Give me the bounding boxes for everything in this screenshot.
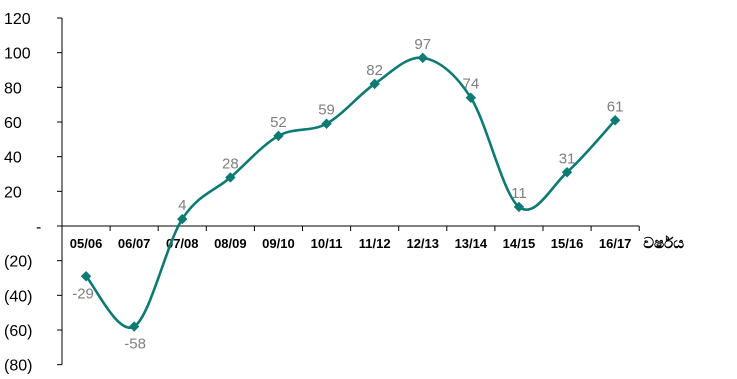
y-tick-label: (40) bbox=[4, 288, 32, 305]
data-point-marker bbox=[609, 115, 621, 126]
x-tick-label: 14/15 bbox=[503, 236, 536, 251]
series-group bbox=[80, 52, 621, 332]
y-tick-label: 120 bbox=[4, 11, 31, 28]
data-label: 82 bbox=[366, 62, 383, 79]
data-label: 28 bbox=[222, 155, 239, 172]
data-label: 74 bbox=[463, 76, 480, 93]
data-label: 31 bbox=[559, 150, 576, 167]
y-tick-label: 100 bbox=[4, 46, 31, 63]
x-tick-label: 12/13 bbox=[406, 236, 439, 251]
x-tick-label: 05/06 bbox=[70, 236, 103, 251]
data-label: 61 bbox=[607, 98, 624, 115]
data-point-marker bbox=[465, 92, 477, 103]
series-line bbox=[85, 56, 617, 329]
data-label: 52 bbox=[270, 114, 287, 131]
x-tick-label: 15/16 bbox=[551, 236, 584, 251]
data-label: -29 bbox=[72, 285, 94, 302]
data-point-marker bbox=[128, 321, 140, 332]
data-point-marker bbox=[225, 172, 236, 183]
data-label: -58 bbox=[124, 336, 146, 353]
y-tick-label: 20 bbox=[4, 184, 22, 201]
x-tick-label: 09/10 bbox=[262, 236, 295, 251]
data-point-marker bbox=[369, 78, 380, 90]
x-tick-label: 08/09 bbox=[214, 236, 247, 251]
x-tick-label: 10/11 bbox=[311, 236, 343, 251]
x-tick-label: 16/17 bbox=[599, 236, 632, 251]
y-tick-label: - bbox=[36, 219, 41, 236]
data-point-marker bbox=[321, 118, 332, 129]
data-label: 59 bbox=[318, 102, 335, 119]
x-axis: 05/06 06/07 07/08 08/09 09/10 10/11 11/12 12/13… bbox=[61, 225, 684, 252]
data-label: 97 bbox=[414, 36, 431, 53]
x-tick-label: 11/12 bbox=[359, 236, 391, 251]
y-tick-label: (80) bbox=[4, 358, 32, 375]
y-axis: 120 100 80 60 40 20 - (20) (40) (60) (80) bbox=[4, 11, 63, 375]
y-tick-label: (20) bbox=[4, 254, 32, 271]
data-point-marker bbox=[273, 130, 284, 142]
data-label: 11 bbox=[511, 185, 527, 202]
data-point-marker bbox=[513, 201, 525, 213]
data-point-marker bbox=[417, 52, 428, 64]
data-point-marker bbox=[80, 271, 92, 282]
data-labels: -29 -58 4 28 52 59 82 97 74 11 31 61 bbox=[72, 36, 623, 353]
y-tick-label: 80 bbox=[4, 80, 22, 97]
y-tick-label: 60 bbox=[4, 115, 22, 132]
data-label: 4 bbox=[178, 197, 186, 214]
data-point-marker bbox=[177, 213, 188, 225]
x-tick-label: 13/14 bbox=[455, 236, 488, 251]
data-point-marker bbox=[561, 167, 573, 178]
x-tick-label: 07/08 bbox=[166, 236, 199, 251]
y-tick-label: 40 bbox=[4, 150, 22, 167]
x-tick-label: 06/07 bbox=[118, 236, 151, 251]
y-tick-label: (60) bbox=[4, 323, 32, 340]
x-axis-title: වර්ෂය bbox=[643, 234, 684, 252]
